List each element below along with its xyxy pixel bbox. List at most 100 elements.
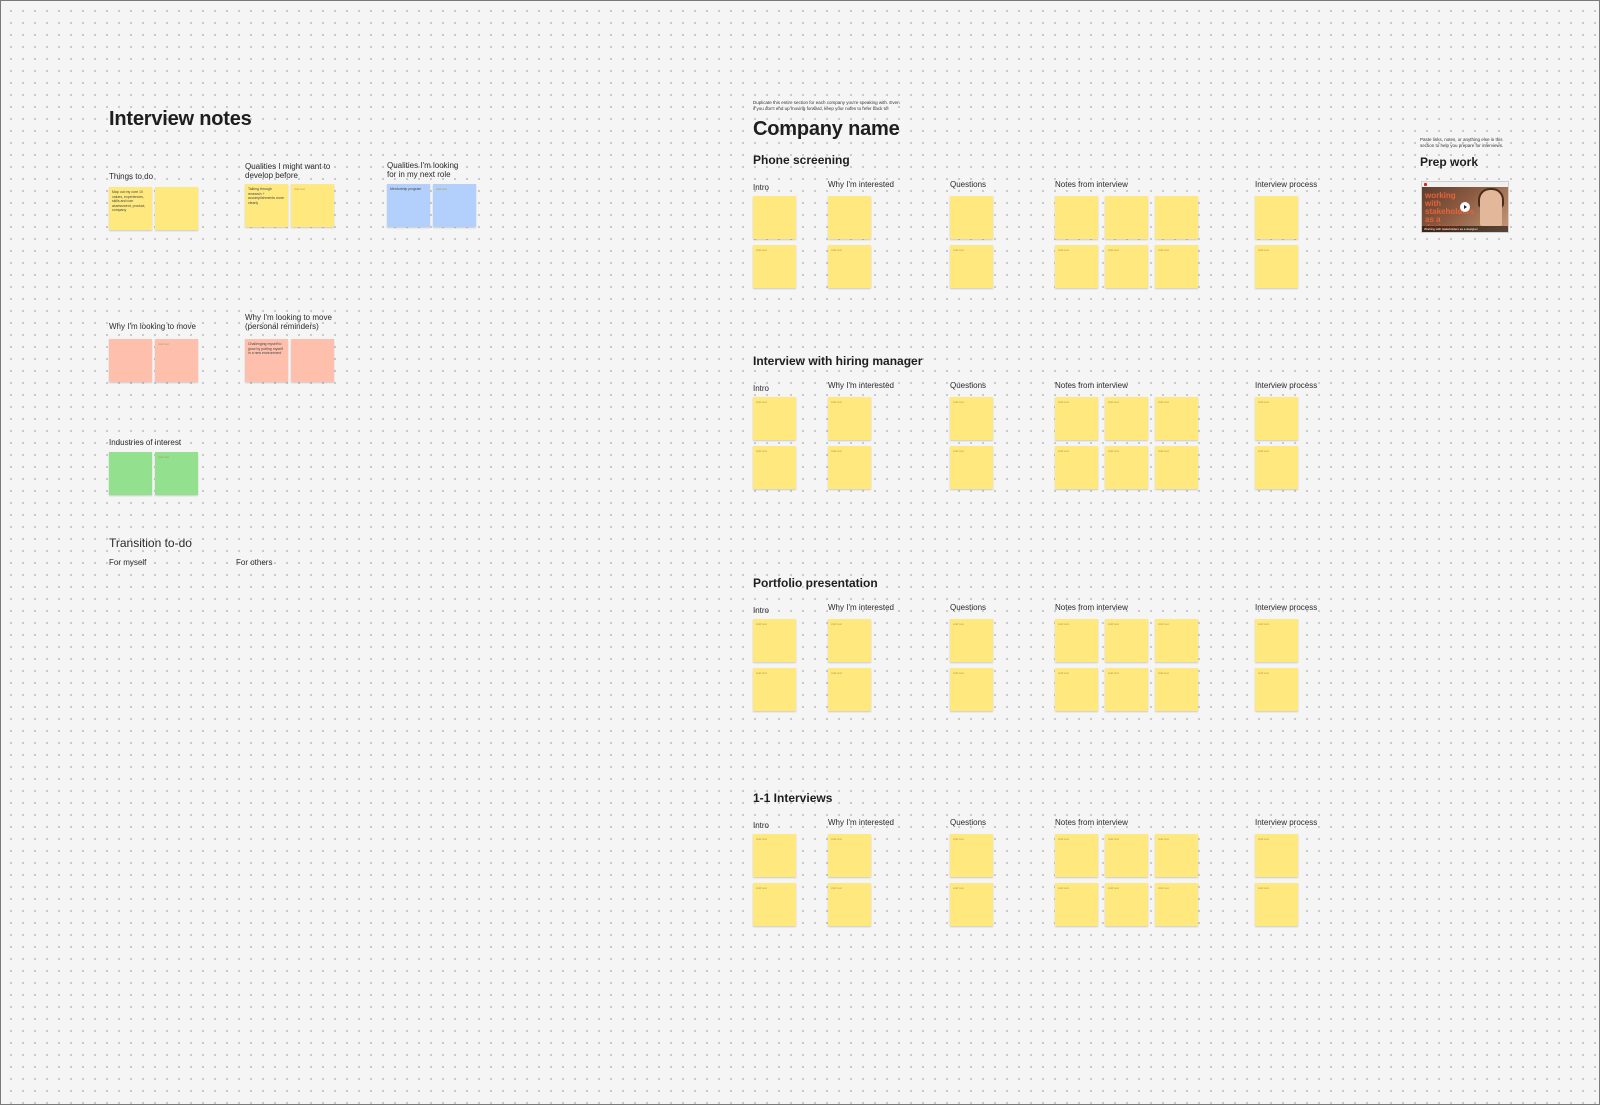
sticky-questions[interactable]: Add text xyxy=(950,619,993,662)
video-topbar xyxy=(1422,182,1508,187)
sticky-why-interested[interactable]: Add text xyxy=(828,883,871,926)
sticky-notes[interactable] xyxy=(1155,196,1198,239)
sticky-notes[interactable]: Add text xyxy=(1105,397,1148,440)
sticky-why-move-1[interactable] xyxy=(109,339,152,382)
sticky-notes[interactable]: Add text xyxy=(1055,883,1098,926)
sticky-placeholder: Add text xyxy=(1158,622,1170,626)
sticky-things-2[interactable] xyxy=(155,187,198,230)
sticky-notes[interactable]: Add text xyxy=(1105,245,1148,288)
sticky-placeholder: Add text xyxy=(831,837,843,841)
sticky-process[interactable]: Add text xyxy=(1255,834,1298,877)
sticky-intro[interactable]: Add text xyxy=(753,397,796,440)
video-embed[interactable]: working with stakeholders as a designer … xyxy=(1421,181,1509,233)
sticky-questions[interactable]: Add text xyxy=(950,834,993,877)
sticky-notes[interactable]: Add text xyxy=(1105,834,1148,877)
sticky-why-interested[interactable]: Add text xyxy=(828,619,871,662)
sticky-process[interactable]: Add text xyxy=(1255,397,1298,440)
sticky-placeholder: Add text xyxy=(1258,622,1270,626)
column-label-intro: Intro xyxy=(753,821,770,830)
sticky-develop-1[interactable]: Talking through research + accomplishmen… xyxy=(245,184,288,227)
sticky-questions[interactable]: Add text xyxy=(950,446,993,489)
sticky-notes[interactable]: Add text xyxy=(1155,834,1198,877)
sticky-questions[interactable] xyxy=(950,196,993,239)
sticky-notes[interactable]: Add text xyxy=(1155,245,1198,288)
sticky-placeholder: Add text xyxy=(1108,622,1120,626)
for-myself-label: For myself xyxy=(109,558,147,567)
play-icon[interactable] xyxy=(1460,202,1470,212)
sticky-develop-2[interactable]: Add text xyxy=(291,184,334,227)
sticky-placeholder: Add text xyxy=(1158,886,1170,890)
sticky-intro[interactable]: Add text xyxy=(753,834,796,877)
sticky-intro[interactable]: Add text xyxy=(753,619,796,662)
sticky-questions[interactable]: Add text xyxy=(950,668,993,711)
sticky-process[interactable]: Add text xyxy=(1255,668,1298,711)
sticky-process[interactable] xyxy=(1255,196,1298,239)
column-label-intro: Intro xyxy=(753,183,770,192)
sticky-process[interactable]: Add text xyxy=(1255,883,1298,926)
sticky-notes[interactable]: Add text xyxy=(1055,668,1098,711)
prep-intro-text: Paste links, notes, or anything else in … xyxy=(1420,137,1504,148)
sticky-notes[interactable]: Add text xyxy=(1055,619,1098,662)
sticky-why-interested[interactable] xyxy=(828,196,871,239)
sticky-text: Map out my core 10 values, experiences, … xyxy=(112,190,146,212)
sticky-process[interactable]: Add text xyxy=(1255,619,1298,662)
sticky-questions[interactable]: Add text xyxy=(950,397,993,440)
column-label-notes: Notes from interview xyxy=(1055,818,1128,827)
sticky-notes[interactable]: Add text xyxy=(1155,668,1198,711)
column-label-process: Interview process xyxy=(1255,180,1318,189)
section-title: Interview with hiring manager xyxy=(753,354,923,368)
sticky-process[interactable]: Add text xyxy=(1255,446,1298,489)
sticky-notes[interactable]: Add text xyxy=(1055,834,1098,877)
sticky-notes[interactable]: Add text xyxy=(1105,883,1148,926)
sticky-why-interested[interactable]: Add text xyxy=(828,834,871,877)
sticky-notes[interactable]: Add text xyxy=(1105,668,1148,711)
sticky-industries-1[interactable] xyxy=(109,452,152,495)
prep-work-title: Prep work xyxy=(1420,155,1479,169)
sticky-placeholder: Add text xyxy=(158,455,170,459)
sticky-questions[interactable]: Add text xyxy=(950,245,993,288)
sticky-placeholder: Add text xyxy=(756,886,768,890)
sticky-looking-1[interactable]: Mentorship program xyxy=(387,184,430,227)
sticky-why-interested[interactable]: Add text xyxy=(828,668,871,711)
sticky-notes[interactable]: Add text xyxy=(1155,883,1198,926)
sticky-things-1[interactable]: Map out my core 10 values, experiences, … xyxy=(109,187,152,230)
sticky-intro[interactable]: Add text xyxy=(753,668,796,711)
industries-label: Industries of interest xyxy=(109,438,182,447)
sticky-notes[interactable]: Add text xyxy=(1155,446,1198,489)
sticky-placeholder: Add text xyxy=(831,449,843,453)
sticky-why-interested[interactable]: Add text xyxy=(828,245,871,288)
column-label-intro: Intro xyxy=(753,384,770,393)
column-label-process: Interview process xyxy=(1255,603,1318,612)
sticky-why-move-2[interactable]: Add text xyxy=(155,339,198,382)
sticky-placeholder: Add text xyxy=(953,671,965,675)
sticky-intro[interactable]: Add text xyxy=(753,245,796,288)
sticky-placeholder: Add text xyxy=(953,837,965,841)
sticky-intro[interactable]: Add text xyxy=(753,883,796,926)
sticky-placeholder: Add text xyxy=(1258,671,1270,675)
section-title: 1-1 Interviews xyxy=(753,791,833,805)
sticky-why-interested[interactable]: Add text xyxy=(828,397,871,440)
sticky-intro[interactable] xyxy=(753,196,796,239)
sticky-notes[interactable]: Add text xyxy=(1105,446,1148,489)
sticky-looking-2[interactable]: Add text xyxy=(433,184,476,227)
sticky-notes[interactable] xyxy=(1105,196,1148,239)
sticky-questions[interactable]: Add text xyxy=(950,883,993,926)
sticky-notes[interactable]: Add text xyxy=(1055,245,1098,288)
sticky-notes[interactable] xyxy=(1055,196,1098,239)
sticky-process[interactable]: Add text xyxy=(1255,245,1298,288)
sticky-industries-2[interactable]: Add text xyxy=(155,452,198,495)
column-label-questions: Questions xyxy=(950,818,987,827)
sticky-personal-2[interactable] xyxy=(291,339,334,382)
sticky-notes[interactable]: Add text xyxy=(1105,619,1148,662)
sticky-personal-1[interactable]: Challenging myself to grow by putting my… xyxy=(245,339,288,382)
sticky-notes[interactable]: Add text xyxy=(1055,446,1098,489)
sticky-notes[interactable]: Add text xyxy=(1155,619,1198,662)
column-label-why-interested: Why I'm interested xyxy=(828,818,894,827)
why-move-label: Why I'm looking to move xyxy=(109,322,196,331)
sticky-why-interested[interactable]: Add text xyxy=(828,446,871,489)
sticky-notes[interactable]: Add text xyxy=(1055,397,1098,440)
sticky-notes[interactable]: Add text xyxy=(1155,397,1198,440)
sticky-placeholder: Add text xyxy=(953,886,965,890)
sticky-intro[interactable]: Add text xyxy=(753,446,796,489)
